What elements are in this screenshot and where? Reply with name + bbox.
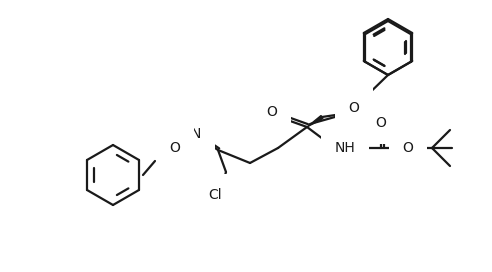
Text: O: O (348, 101, 360, 115)
Text: O: O (170, 141, 181, 155)
Text: O: O (267, 105, 277, 119)
Text: O: O (402, 141, 413, 155)
Text: Cl: Cl (208, 188, 222, 202)
Text: NH: NH (335, 141, 355, 155)
Polygon shape (307, 116, 323, 127)
Text: O: O (375, 116, 386, 130)
Text: N: N (191, 127, 201, 141)
